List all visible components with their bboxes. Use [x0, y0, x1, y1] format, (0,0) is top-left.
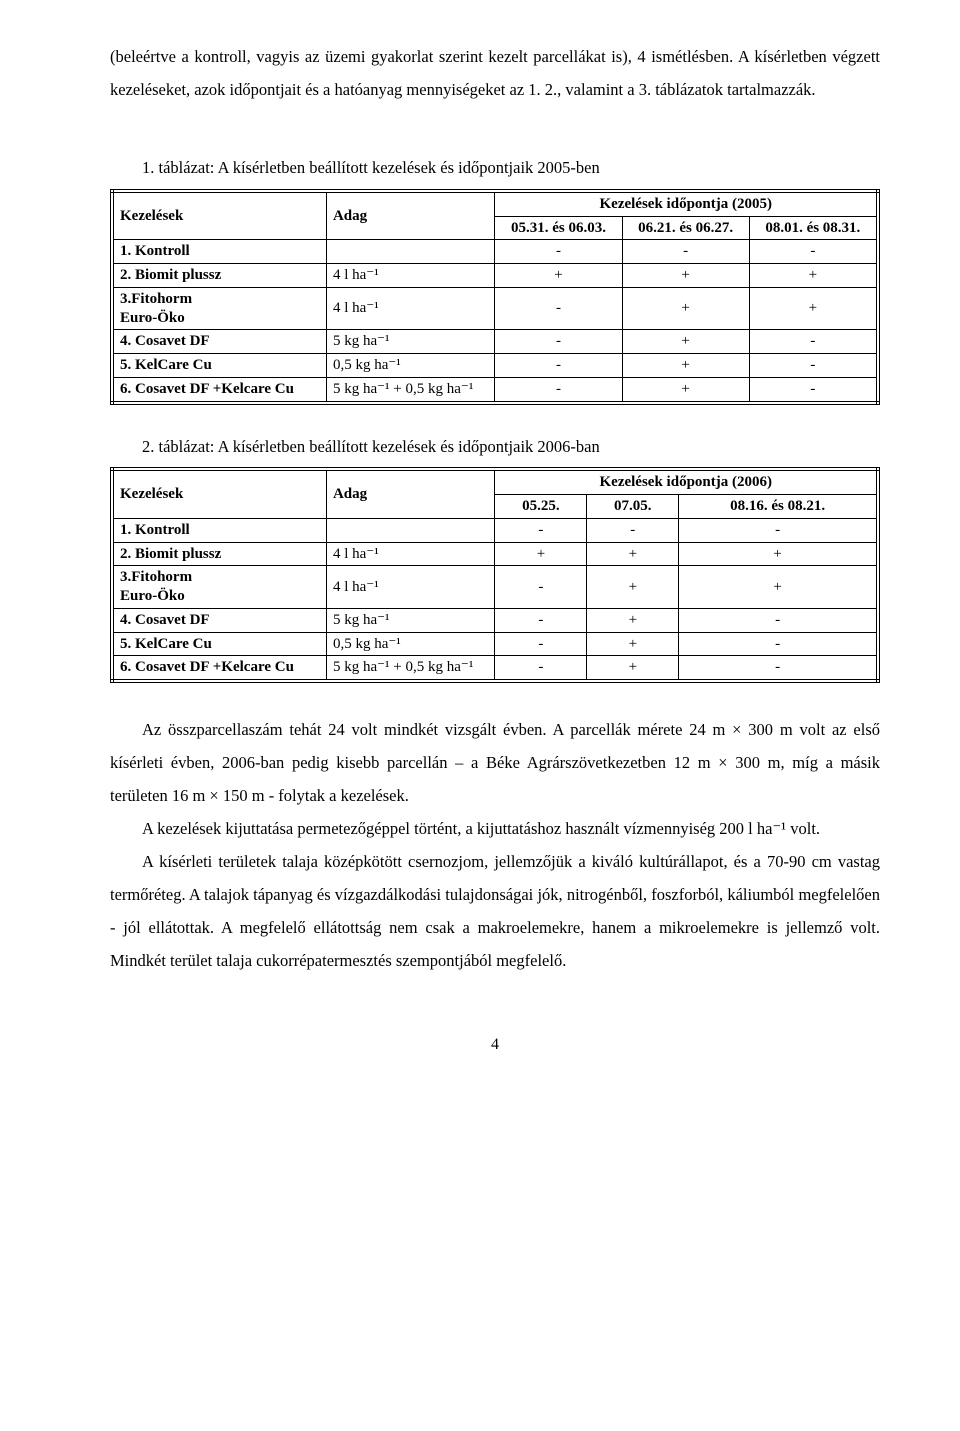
table-row: 3.FitohormEuro-Öko 4 l ha⁻¹ - + +: [112, 287, 878, 330]
cell-dose: 5 kg ha⁻¹ + 0,5 kg ha⁻¹: [326, 377, 495, 402]
cell-c1: -: [495, 240, 622, 264]
cell-c1: -: [495, 330, 622, 354]
table1: Kezelések Adag Kezelések időpontja (2005…: [110, 189, 880, 405]
table2-body: 1. Kontroll - - - 2. Biomit plussz 4 l h…: [112, 518, 878, 681]
cell-dose: 4 l ha⁻¹: [326, 264, 495, 288]
cell-c2: +: [622, 354, 749, 378]
cell-c2: +: [587, 656, 679, 681]
table-row: 5. KelCare Cu 0,5 kg ha⁻¹ - + -: [112, 354, 878, 378]
cell-dose: 4 l ha⁻¹: [326, 542, 495, 566]
table2: Kezelések Adag Kezelések időpontja (2006…: [110, 467, 880, 683]
table2-head-d3: 08.16. és 08.21.: [679, 495, 878, 519]
table2-head-treat: Kezelések: [112, 469, 326, 518]
page-number: 4: [110, 1037, 880, 1053]
cell-c2: +: [587, 542, 679, 566]
cell-treat: 2. Biomit plussz: [112, 542, 326, 566]
cell-c2: +: [587, 632, 679, 656]
cell-dose: [326, 240, 495, 264]
cell-c1: -: [495, 354, 622, 378]
table-header-row: Kezelések Adag Kezelések időpontja (2006…: [112, 469, 878, 494]
cell-treat: 4. Cosavet DF: [112, 608, 326, 632]
cell-c1: -: [495, 377, 622, 402]
cell-dose: 4 l ha⁻¹: [326, 287, 495, 330]
cell-c3: -: [749, 377, 878, 402]
table2-head-dose: Adag: [326, 469, 495, 518]
table-row: 3.FitohormEuro-Öko 4 l ha⁻¹ - + +: [112, 566, 878, 609]
cell-c3: -: [679, 608, 878, 632]
cell-dose: 4 l ha⁻¹: [326, 566, 495, 609]
body-paragraph-1: Az összparcellaszám tehát 24 volt mindké…: [110, 713, 880, 812]
cell-c1: -: [495, 566, 587, 609]
cell-treat: 5. KelCare Cu: [112, 354, 326, 378]
table-row: 4. Cosavet DF 5 kg ha⁻¹ - + -: [112, 330, 878, 354]
cell-dose: 5 kg ha⁻¹: [326, 330, 495, 354]
cell-c3: +: [749, 287, 878, 330]
cell-treat: 4. Cosavet DF: [112, 330, 326, 354]
cell-c2: +: [622, 377, 749, 402]
table1-head-dates-label: Kezelések időpontja (2005): [495, 191, 878, 216]
cell-treat: 5. KelCare Cu: [112, 632, 326, 656]
cell-treat: 1. Kontroll: [112, 240, 326, 264]
table-row: 5. KelCare Cu 0,5 kg ha⁻¹ - + -: [112, 632, 878, 656]
table-row: 2. Biomit plussz 4 l ha⁻¹ + + +: [112, 264, 878, 288]
table1-head-d2: 06.21. és 06.27.: [622, 216, 749, 240]
cell-c3: -: [749, 354, 878, 378]
table2-caption: 2. táblázat: A kísérletben beállított ke…: [110, 435, 880, 460]
cell-c3: -: [679, 518, 878, 542]
cell-c2: +: [622, 330, 749, 354]
cell-dose: [326, 518, 495, 542]
cell-treat: 3.FitohormEuro-Öko: [112, 287, 326, 330]
cell-c3: -: [679, 656, 878, 681]
cell-treat: 2. Biomit plussz: [112, 264, 326, 288]
cell-c1: -: [495, 656, 587, 681]
cell-c3: -: [749, 330, 878, 354]
cell-dose: 0,5 kg ha⁻¹: [326, 354, 495, 378]
table-row: 1. Kontroll - - -: [112, 240, 878, 264]
cell-c3: -: [679, 632, 878, 656]
table1-head-dose: Adag: [326, 191, 495, 240]
cell-c1: -: [495, 608, 587, 632]
table1-head-d3: 08.01. és 08.31.: [749, 216, 878, 240]
cell-c3: -: [749, 240, 878, 264]
cell-dose: 5 kg ha⁻¹: [326, 608, 495, 632]
cell-c3: +: [749, 264, 878, 288]
cell-c2: +: [622, 287, 749, 330]
cell-c3: +: [679, 542, 878, 566]
table-row: 6. Cosavet DF +Kelcare Cu 5 kg ha⁻¹ + 0,…: [112, 377, 878, 402]
cell-treat: 6. Cosavet DF +Kelcare Cu: [112, 656, 326, 681]
cell-dose: 5 kg ha⁻¹ + 0,5 kg ha⁻¹: [326, 656, 495, 681]
body-paragraph-3: A kísérleti területek talaja középkötött…: [110, 845, 880, 977]
cell-c2: +: [622, 264, 749, 288]
body-paragraph-2: A kezelések kijuttatása permetezőgéppel …: [110, 812, 880, 845]
cell-c2: -: [622, 240, 749, 264]
cell-c1: +: [495, 542, 587, 566]
cell-c1: +: [495, 264, 622, 288]
table-row: 6. Cosavet DF +Kelcare Cu 5 kg ha⁻¹ + 0,…: [112, 656, 878, 681]
cell-c1: -: [495, 287, 622, 330]
table2-head-dates-label: Kezelések időpontja (2006): [495, 469, 878, 494]
cell-c3: +: [679, 566, 878, 609]
table1-body: 1. Kontroll - - - 2. Biomit plussz 4 l h…: [112, 240, 878, 403]
cell-c1: -: [495, 632, 587, 656]
cell-dose: 0,5 kg ha⁻¹: [326, 632, 495, 656]
table1-head-d1: 05.31. és 06.03.: [495, 216, 622, 240]
cell-c1: -: [495, 518, 587, 542]
cell-treat: 1. Kontroll: [112, 518, 326, 542]
table-header-row: Kezelések Adag Kezelések időpontja (2005…: [112, 191, 878, 216]
cell-c2: -: [587, 518, 679, 542]
table1-caption: 1. táblázat: A kísérletben beállított ke…: [110, 156, 880, 181]
table2-head-d2: 07.05.: [587, 495, 679, 519]
intro-paragraph: (beleértve a kontroll, vagyis az üzemi g…: [110, 40, 880, 106]
table-row: 1. Kontroll - - -: [112, 518, 878, 542]
cell-c2: +: [587, 566, 679, 609]
table-row: 4. Cosavet DF 5 kg ha⁻¹ - + -: [112, 608, 878, 632]
cell-treat: 3.FitohormEuro-Öko: [112, 566, 326, 609]
table1-head-treat: Kezelések: [112, 191, 326, 240]
cell-treat: 6. Cosavet DF +Kelcare Cu: [112, 377, 326, 402]
table2-head-d1: 05.25.: [495, 495, 587, 519]
table-row: 2. Biomit plussz 4 l ha⁻¹ + + +: [112, 542, 878, 566]
cell-c2: +: [587, 608, 679, 632]
